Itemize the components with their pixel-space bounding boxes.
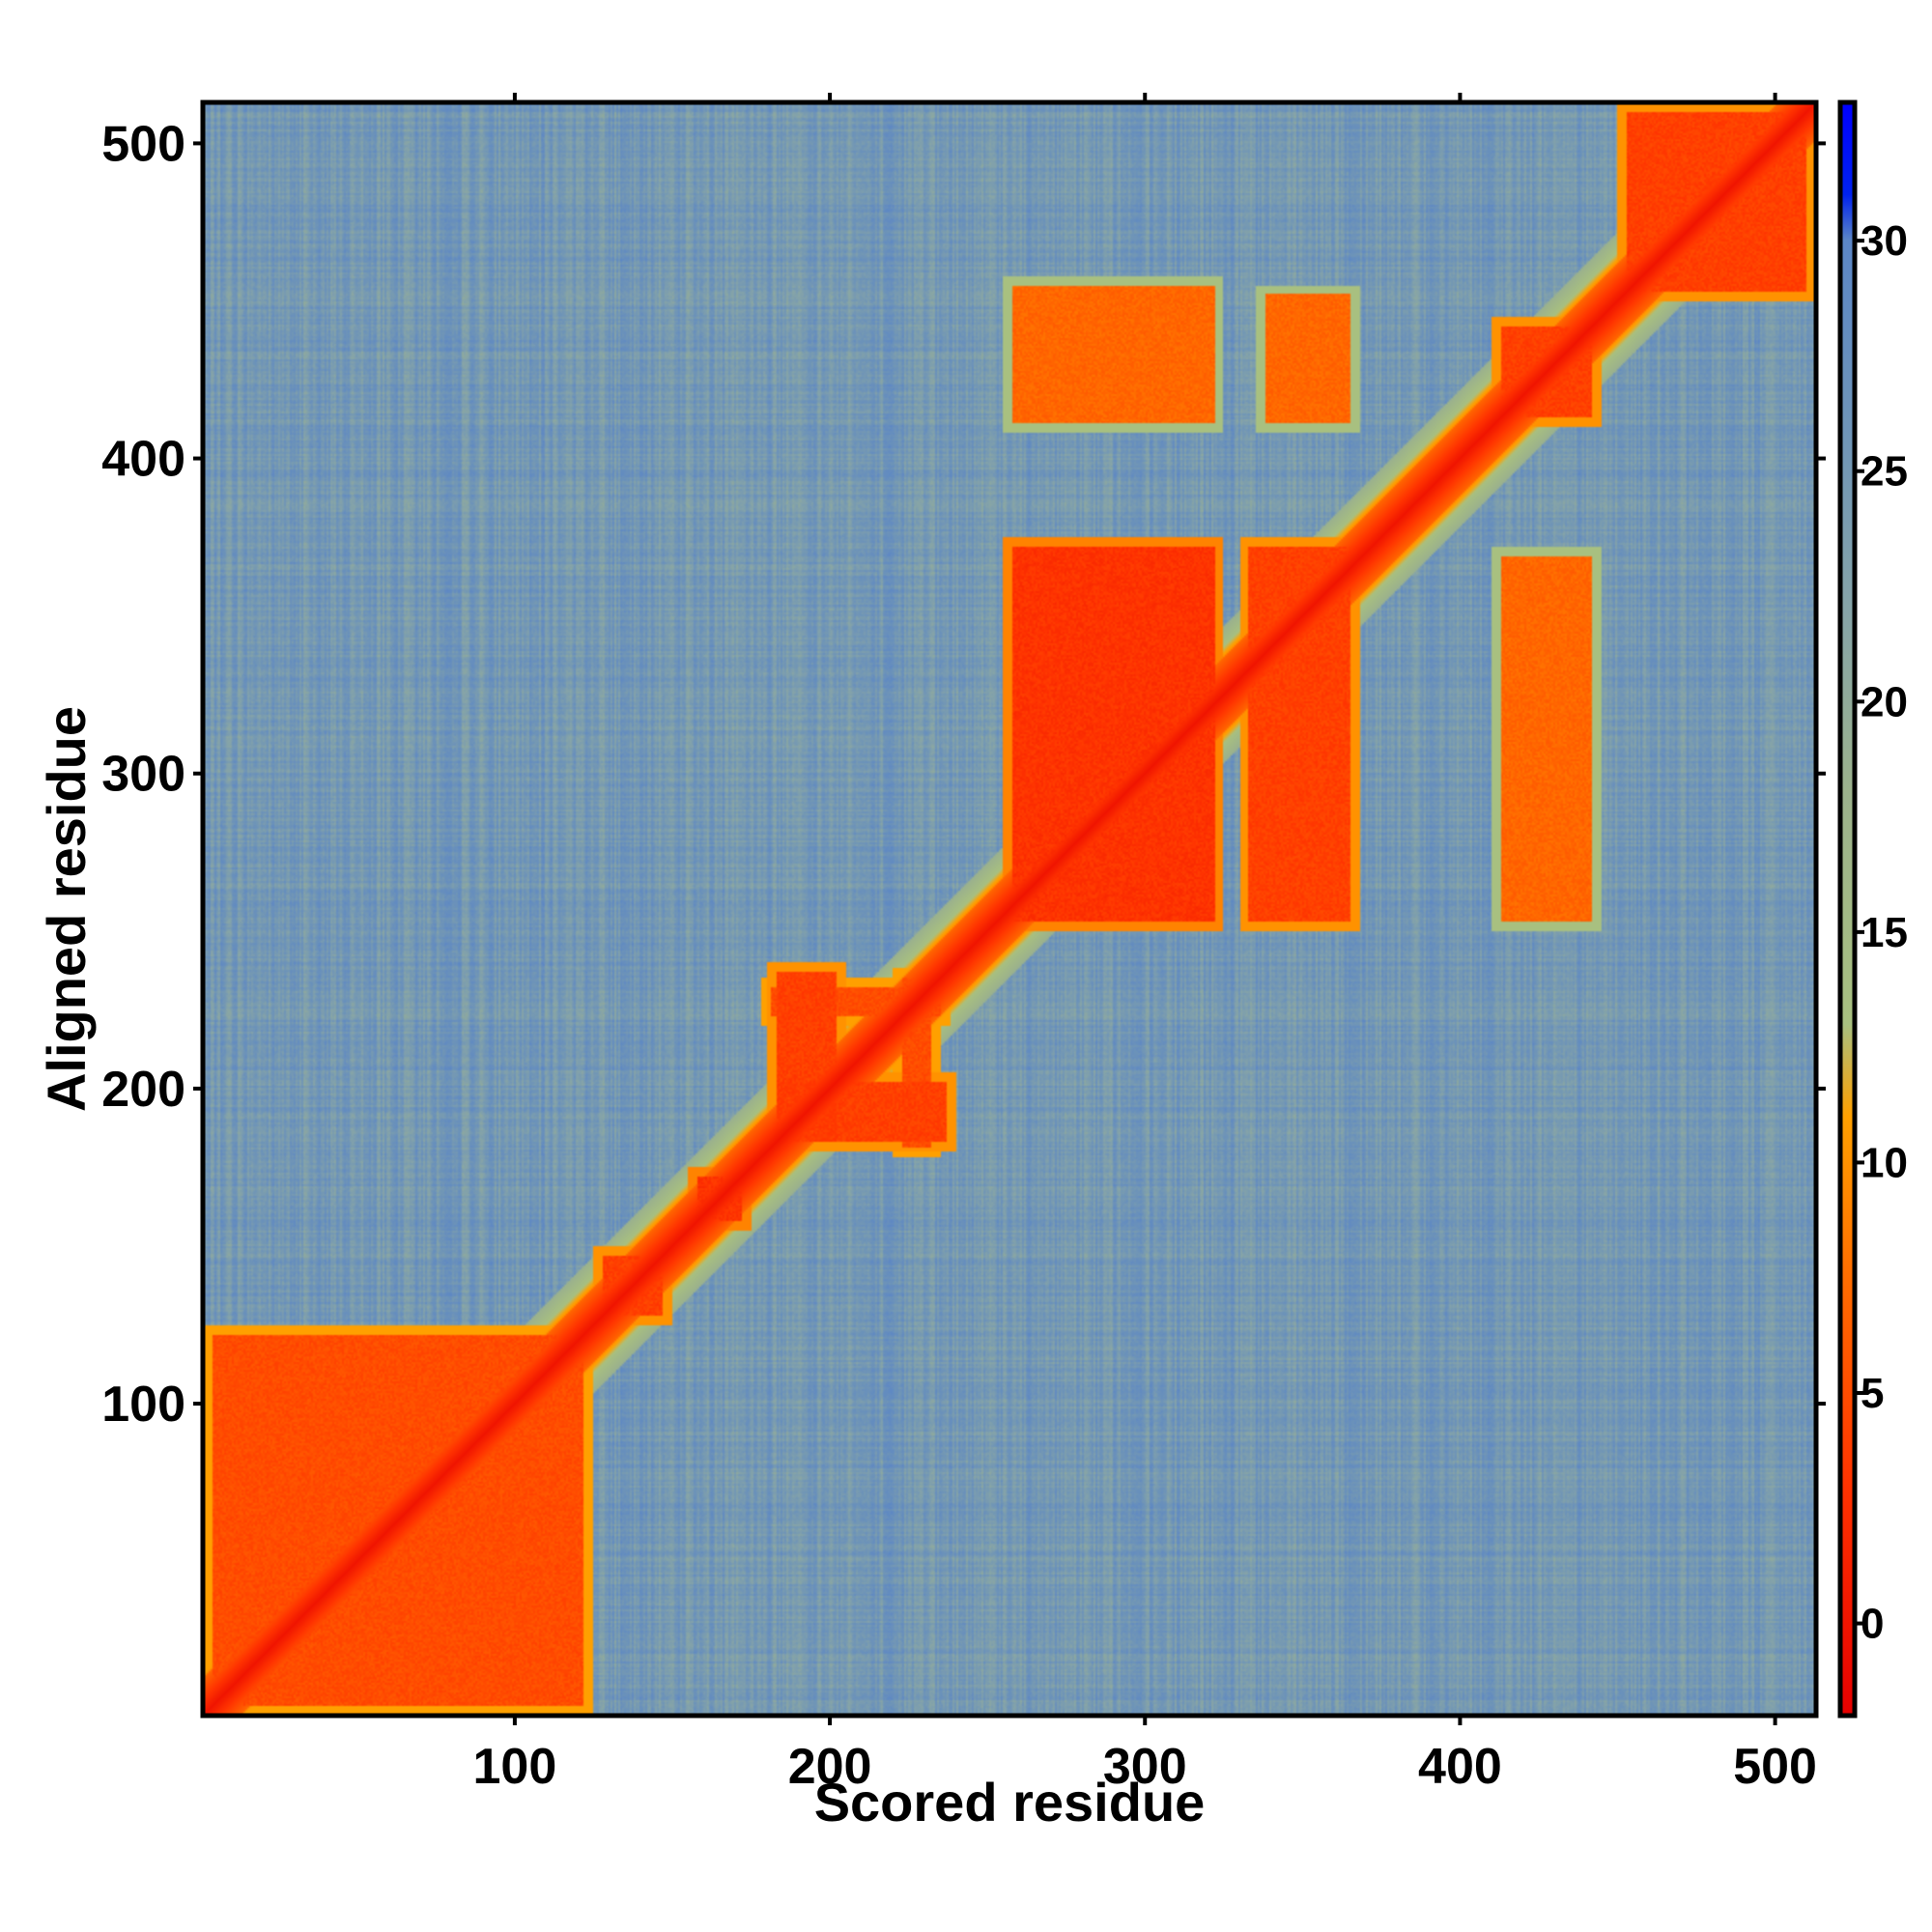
y-tick-label: 400 [101,432,185,488]
y-axis-ticks: 100 200 300 400 500 [101,116,1826,1433]
colorbar-tick-label: 10 [1861,1139,1908,1186]
x-tick-label: 400 [1418,1739,1502,1795]
colorbar-tick-label: 20 [1861,678,1908,725]
y-tick-label: 200 [101,1062,185,1118]
colorbar-tick-label: 25 [1861,448,1908,496]
y-tick-label: 500 [101,116,185,172]
colorbar-tick-label: 0 [1861,1601,1884,1648]
x-tick-label: 500 [1733,1739,1817,1795]
x-tick-label: 200 [788,1739,872,1795]
colorbar [1837,99,1858,1719]
plot-frame [200,99,1819,1719]
heatmap-matrix [203,102,1816,1716]
x-axis-ticks: 100 200 300 400 500 [473,93,1817,1795]
x-axis-label: Scored residue [814,1772,1206,1833]
colorbar-ticks: 0 5 10 15 20 25 30 [1855,217,1908,1648]
y-tick-label: 300 [101,747,185,803]
colorbar-tick-label: 30 [1861,217,1908,265]
x-tick-label: 100 [473,1739,557,1795]
colorbar-tick-label: 15 [1861,909,1908,956]
colorbar-tick-label: 5 [1861,1370,1884,1417]
y-axis-label: Aligned residue [36,706,97,1112]
y-tick-label: 100 [101,1377,185,1433]
x-tick-label: 300 [1103,1739,1187,1795]
